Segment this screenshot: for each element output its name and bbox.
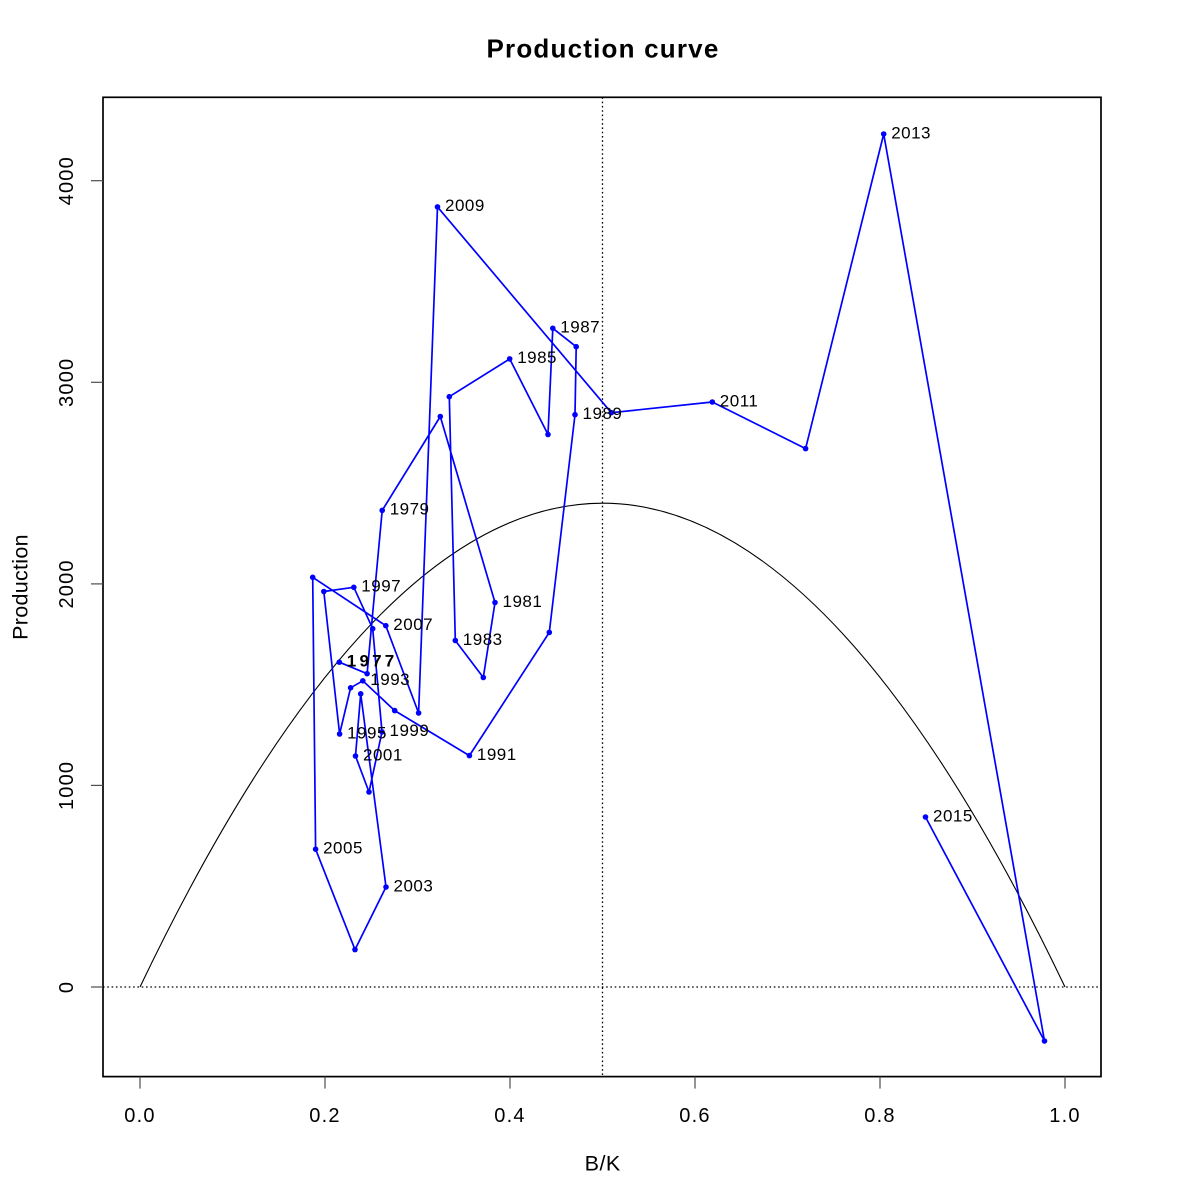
svg-text:1989: 1989 (583, 404, 623, 423)
svg-text:1981: 1981 (503, 592, 543, 611)
svg-text:0.4: 0.4 (494, 1105, 525, 1127)
svg-text:1979: 1979 (390, 500, 430, 519)
svg-text:0: 0 (56, 981, 78, 993)
svg-text:1983: 1983 (463, 630, 503, 649)
svg-text:0.8: 0.8 (864, 1105, 895, 1127)
svg-text:2007: 2007 (393, 615, 433, 634)
svg-text:1985: 1985 (517, 348, 557, 367)
svg-text:1993: 1993 (370, 670, 410, 689)
svg-text:0.2: 0.2 (309, 1105, 340, 1127)
svg-text:1995: 1995 (347, 723, 387, 742)
svg-text:1987: 1987 (560, 318, 600, 337)
svg-text:2001: 2001 (363, 745, 403, 764)
svg-text:2003: 2003 (394, 876, 434, 895)
svg-text:2015: 2015 (933, 806, 973, 825)
svg-text:1999: 1999 (390, 721, 430, 740)
svg-text:1977: 1977 (347, 652, 398, 671)
svg-text:3000: 3000 (56, 358, 78, 407)
svg-text:1000: 1000 (56, 761, 78, 810)
svg-text:2013: 2013 (891, 123, 931, 142)
svg-text:Production curve: Production curve (486, 33, 719, 63)
svg-text:0.0: 0.0 (124, 1105, 155, 1127)
svg-text:1997: 1997 (361, 577, 401, 596)
svg-text:B/K: B/K (585, 1152, 621, 1176)
svg-text:0.6: 0.6 (679, 1105, 710, 1127)
svg-text:1.0: 1.0 (1049, 1105, 1080, 1127)
svg-text:2005: 2005 (323, 839, 363, 858)
svg-text:Production: Production (9, 534, 33, 640)
svg-text:2009: 2009 (445, 196, 485, 215)
svg-text:1991: 1991 (477, 745, 517, 764)
svg-text:2000: 2000 (56, 559, 78, 608)
svg-text:2011: 2011 (720, 391, 759, 410)
svg-text:4000: 4000 (56, 156, 78, 205)
